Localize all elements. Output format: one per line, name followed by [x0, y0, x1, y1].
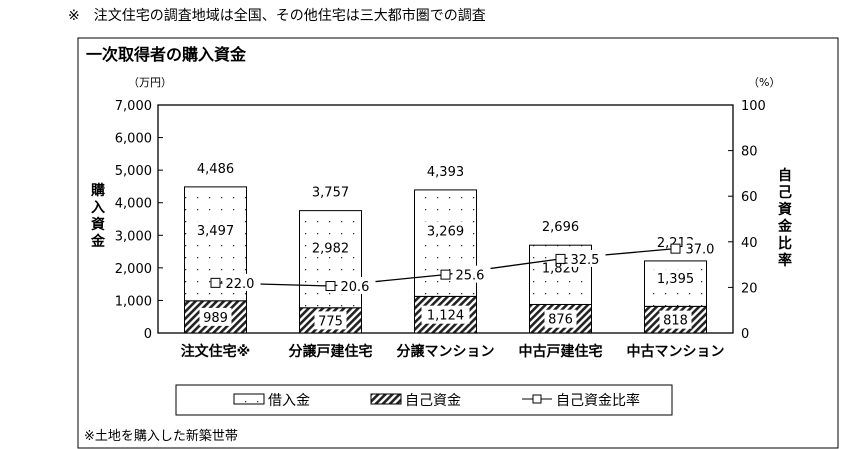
y2-tick-label: 100: [741, 99, 766, 114]
ratio-marker: [210, 277, 221, 288]
legend-label-loan: 借入金: [268, 393, 310, 409]
own-funds-label: 876: [548, 313, 573, 328]
y2-label-char: 資: [778, 201, 792, 218]
y2-tick-label: 40: [741, 236, 758, 251]
y-tick-label: 6,000: [115, 132, 152, 147]
category-label: 注文住宅※: [181, 343, 251, 360]
legend-label-own: 自己資金: [405, 393, 461, 409]
ratio-label: 37.0: [686, 243, 715, 258]
legend-swatch-ratio-marker: [532, 394, 542, 404]
y-tick-label: 1,000: [115, 294, 152, 309]
y-axis-label: 購入資金: [90, 182, 106, 250]
ratio-marker: [440, 269, 451, 280]
label-bg: [567, 249, 606, 267]
ratio-label: 32.5: [571, 253, 600, 268]
own-funds-label: 818: [663, 314, 688, 329]
y2-label-char: 金: [777, 218, 793, 235]
label-bg: [659, 310, 692, 329]
y2-tick-label: 20: [741, 281, 758, 296]
y2-tick-label: 80: [741, 145, 758, 160]
loan-label: 3,269: [427, 224, 464, 239]
total-label: 4,393: [427, 165, 464, 180]
ratio-label: 20.6: [341, 280, 370, 295]
category-label: 分譲マンション: [397, 343, 495, 360]
own-funds-label: 1,124: [427, 309, 464, 324]
label-bg: [314, 311, 347, 330]
ratio-marker: [325, 281, 336, 292]
chart-frame: [77, 37, 839, 449]
legend-swatch-own: [370, 393, 402, 405]
label-bg: [421, 305, 470, 324]
own-funds-label: 775: [318, 314, 343, 329]
y-label-char: 資: [91, 216, 105, 233]
category-label: 分譲戸建住宅: [289, 343, 373, 360]
label-bg: [682, 239, 721, 257]
loan-label: 3,497: [197, 224, 234, 239]
label-bg: [421, 221, 470, 240]
y-label-char: 金: [90, 233, 106, 250]
y-label-char: 入: [91, 200, 105, 216]
legend-label-ratio: 自己資金比率: [556, 392, 640, 409]
label-bg: [544, 309, 577, 328]
legend-swatch-loan: [233, 393, 265, 405]
y-tick-label: 4,000: [115, 197, 152, 212]
label-bg: [191, 221, 240, 240]
ratio-label: 25.6: [456, 269, 485, 284]
y-tick-label: 3,000: [115, 229, 152, 244]
label-bg: [306, 238, 355, 257]
ratio-marker: [670, 243, 681, 254]
total-label: 2,696: [542, 220, 579, 235]
label-bg: [222, 273, 261, 291]
y2-axis-label: 自己資金比率: [777, 167, 793, 269]
label-bg: [199, 307, 232, 326]
ratio-marker: [555, 253, 566, 264]
y-tick-label: 5,000: [115, 164, 152, 179]
note-top: ※ 注文住宅の調査地域は全国、その他住宅は三大都市圏での調査: [68, 7, 486, 24]
chart-title: 一次取得者の購入資金: [86, 45, 247, 64]
category-label: 中古マンション: [627, 343, 725, 360]
y-tick-label: 7,000: [115, 99, 152, 114]
legend: 借入金 自己資金 自己資金比率: [233, 392, 640, 409]
y2-tick-label: 60: [741, 190, 758, 205]
label-bg: [452, 265, 491, 283]
y2-label-char: 率: [778, 252, 792, 269]
y2-label-char: 比: [778, 235, 792, 252]
loan-label: 1,395: [657, 272, 694, 287]
y-tick-label: 2,000: [115, 262, 152, 277]
loan-label: 2,982: [312, 242, 349, 257]
ratio-label: 22.0: [226, 277, 255, 292]
y-label-char: 購: [90, 182, 105, 199]
y-tick-label: 0: [144, 327, 152, 342]
y2-unit: （%）: [748, 76, 780, 89]
note-bottom: ※土地を購入した新築世帯: [84, 428, 238, 444]
y2-tick-label: 0: [741, 327, 749, 342]
category-label: 中古戸建住宅: [519, 343, 603, 360]
y2-label-char: 己: [778, 185, 792, 201]
own-funds-label: 989: [203, 311, 228, 326]
total-label: 4,486: [197, 162, 234, 177]
label-bg: [651, 269, 700, 288]
label-bg: [337, 277, 376, 295]
total-label: 3,757: [312, 186, 349, 201]
y-unit: （万円）: [128, 76, 172, 89]
y2-label-char: 自: [778, 167, 792, 184]
